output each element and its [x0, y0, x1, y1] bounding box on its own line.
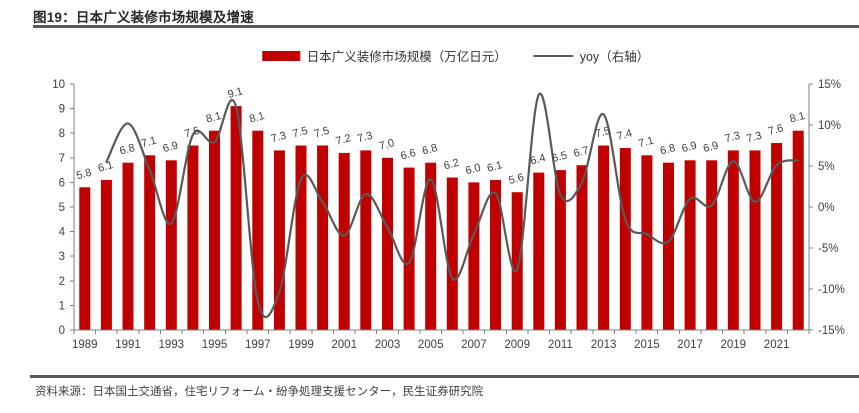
svg-text:8.1: 8.1	[788, 110, 806, 126]
svg-text:2017: 2017	[677, 339, 703, 351]
svg-text:7.3: 7.3	[724, 130, 742, 146]
svg-text:1989: 1989	[72, 339, 98, 351]
svg-text:5%: 5%	[818, 161, 835, 173]
svg-text:-15%: -15%	[818, 325, 845, 337]
svg-text:7.1: 7.1	[637, 135, 655, 151]
svg-text:-5%: -5%	[818, 243, 838, 255]
svg-text:7.5: 7.5	[313, 125, 331, 141]
svg-text:6.8: 6.8	[118, 142, 136, 158]
svg-text:1991: 1991	[115, 339, 141, 351]
svg-text:6.2: 6.2	[443, 157, 461, 173]
svg-text:2013: 2013	[591, 339, 617, 351]
svg-text:2005: 2005	[418, 339, 444, 351]
svg-text:6.5: 6.5	[551, 149, 569, 165]
svg-text:2009: 2009	[504, 339, 530, 351]
figure-title: 图19：日本广义装修市场规模及增速	[33, 10, 254, 25]
svg-text:4: 4	[59, 227, 66, 239]
svg-text:6.9: 6.9	[680, 140, 698, 156]
svg-text:6.8: 6.8	[421, 142, 439, 158]
svg-text:10: 10	[52, 79, 65, 91]
svg-text:2015: 2015	[634, 339, 660, 351]
chart-svg: 0 1 2 3 4 5 6 7 8 9 10 -15% -10% -5% 0% 5% 10% 15% 1989 199…	[52, 79, 845, 351]
svg-text:6.9: 6.9	[162, 140, 180, 156]
svg-text:6.7: 6.7	[572, 145, 590, 161]
title-rule	[33, 25, 859, 28]
svg-text:7.5: 7.5	[183, 125, 201, 141]
svg-text:8.1: 8.1	[205, 110, 223, 126]
svg-text:2019: 2019	[721, 339, 747, 351]
svg-text:8: 8	[59, 128, 65, 140]
svg-text:2007: 2007	[461, 339, 487, 351]
footer-rule	[30, 375, 859, 378]
svg-text:6.1: 6.1	[97, 159, 115, 175]
svg-text:0%: 0%	[818, 202, 835, 214]
svg-text:0: 0	[59, 325, 65, 337]
legend-item-bars: 日本广义装修市场规模（万亿日元）	[261, 46, 507, 65]
legend-bars-label: 日本广义装修市场规模（万亿日元）	[306, 50, 507, 64]
svg-text:7.3: 7.3	[270, 130, 288, 146]
svg-text:7.3: 7.3	[356, 130, 374, 146]
svg-text:7.2: 7.2	[334, 132, 352, 148]
svg-text:7.0: 7.0	[378, 137, 396, 153]
svg-text:1: 1	[59, 300, 65, 312]
svg-text:6.6: 6.6	[399, 147, 417, 163]
svg-text:2003: 2003	[375, 339, 401, 351]
svg-text:5: 5	[59, 202, 65, 214]
svg-text:7.6: 7.6	[767, 122, 785, 138]
svg-text:2011: 2011	[548, 339, 573, 351]
svg-text:2: 2	[59, 276, 65, 288]
svg-text:6: 6	[59, 177, 65, 189]
svg-text:9.1: 9.1	[226, 85, 244, 101]
svg-text:6.0: 6.0	[464, 162, 482, 178]
svg-text:7: 7	[59, 153, 65, 165]
svg-text:6.1: 6.1	[486, 159, 504, 175]
svg-text:-10%: -10%	[818, 284, 845, 296]
svg-text:15%: 15%	[818, 79, 841, 91]
line-swatch-icon	[532, 54, 573, 57]
svg-text:1999: 1999	[288, 339, 314, 351]
svg-text:7.3: 7.3	[745, 130, 763, 146]
svg-text:8.1: 8.1	[248, 110, 266, 126]
svg-text:5.6: 5.6	[507, 172, 525, 188]
chart-area: 0 1 2 3 4 5 6 7 8 9 10 -15% -10% -5% 0% 5% 10% 15% 1989 199…	[0, 68, 859, 368]
svg-text:6.4: 6.4	[529, 152, 547, 168]
svg-text:1997: 1997	[245, 339, 271, 351]
svg-text:7.5: 7.5	[594, 125, 612, 141]
chart-legend: 日本广义装修市场规模（万亿日元） yoy（右轴）	[261, 46, 650, 65]
svg-text:7.5: 7.5	[291, 125, 309, 141]
svg-text:2001: 2001	[331, 339, 357, 351]
svg-text:7.1: 7.1	[140, 135, 158, 151]
svg-text:6.8: 6.8	[659, 142, 677, 158]
legend-line-label: yoy（右轴）	[579, 50, 650, 64]
svg-text:5.8: 5.8	[75, 167, 93, 183]
legend-item-line: yoy（右轴）	[532, 46, 650, 65]
source-note: 资料来源：日本国土交通省，住宅リフォーム・紛争処理支援センター，民生证券研究院	[35, 386, 484, 398]
svg-text:1993: 1993	[159, 339, 185, 351]
svg-text:6.9: 6.9	[702, 140, 720, 156]
svg-text:3: 3	[59, 251, 65, 263]
svg-text:1995: 1995	[202, 339, 228, 351]
svg-text:2021: 2021	[764, 339, 790, 351]
svg-text:7.4: 7.4	[616, 127, 634, 143]
svg-text:9: 9	[59, 104, 65, 116]
svg-text:10%: 10%	[818, 120, 841, 132]
bar-swatch-icon	[261, 50, 300, 61]
